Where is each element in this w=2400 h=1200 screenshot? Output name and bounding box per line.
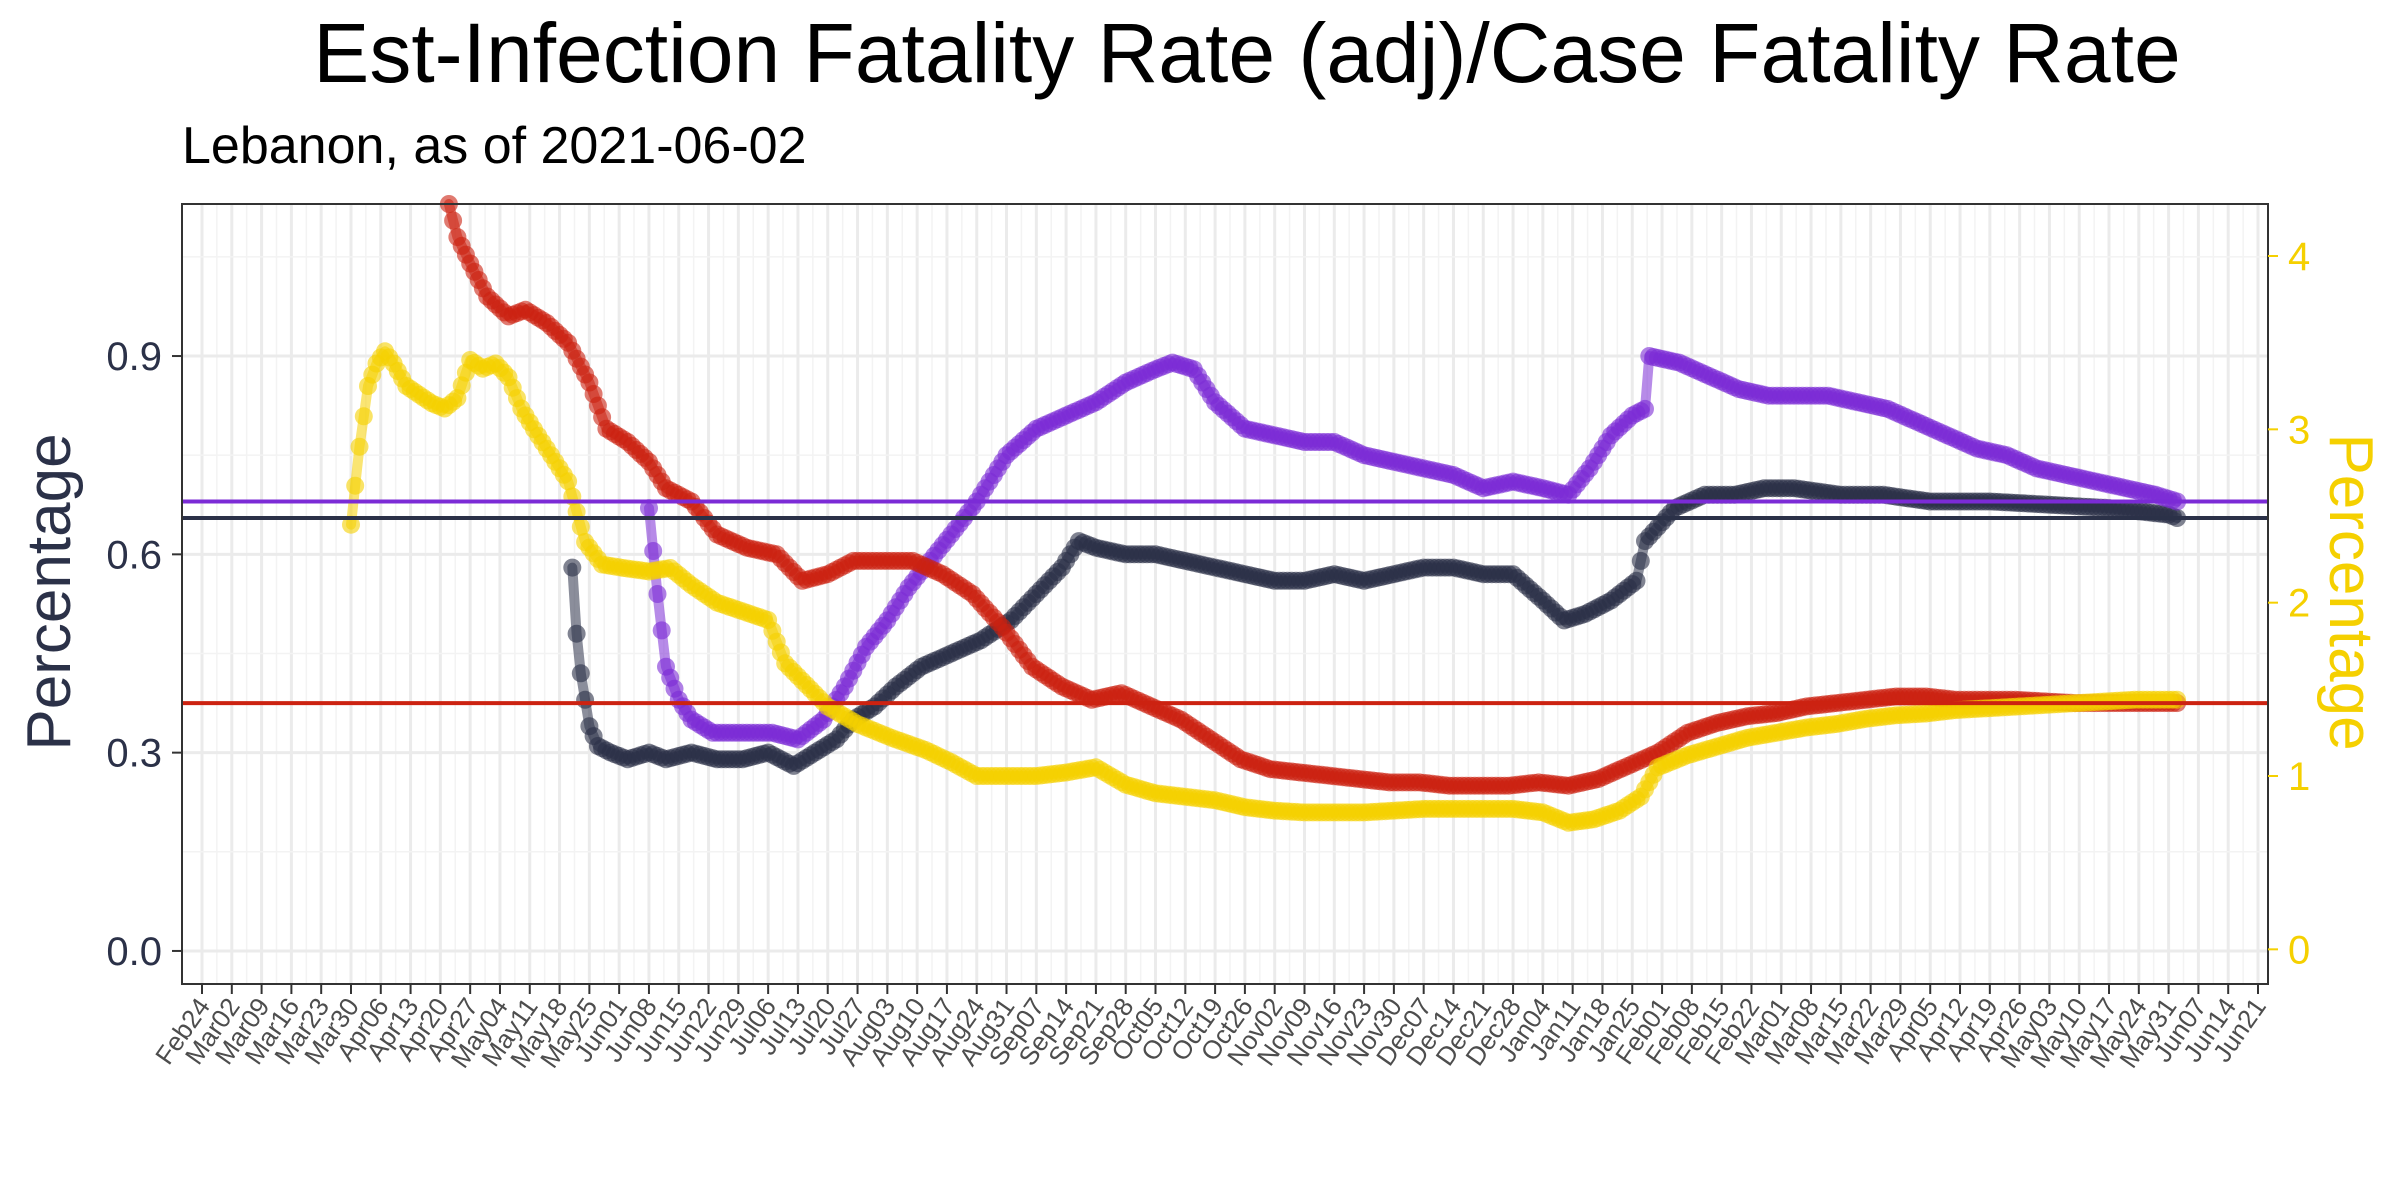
data-point bbox=[1627, 571, 1646, 590]
data-point bbox=[648, 585, 667, 603]
reference-lines bbox=[182, 499, 2268, 706]
y-axis-label-right: Percentage bbox=[2316, 433, 2385, 750]
series-0 bbox=[563, 479, 2187, 775]
y-right-tick-label: 0 bbox=[2288, 928, 2310, 972]
data-point bbox=[559, 472, 578, 491]
grid-lines bbox=[182, 204, 2268, 984]
data-point bbox=[571, 664, 590, 683]
data-point bbox=[350, 437, 369, 456]
y-tick-label: 0.6 bbox=[106, 533, 162, 577]
y-axis-left: 0.0 0.3 0.6 0.9 bbox=[106, 335, 182, 974]
data-point bbox=[346, 476, 365, 495]
y-tick-label: 0.0 bbox=[106, 930, 162, 974]
data-point bbox=[567, 624, 586, 643]
data-point bbox=[1631, 551, 1650, 570]
y-right-tick-label: 3 bbox=[2288, 408, 2310, 452]
y-tick-label: 0.9 bbox=[106, 335, 162, 379]
series-1 bbox=[640, 347, 2187, 749]
series-layer bbox=[342, 195, 2187, 832]
data-point bbox=[640, 499, 658, 518]
y-right-tick-label: 1 bbox=[2288, 755, 2310, 799]
chart-subtitle: Lebanon, as of 2021-06-02 bbox=[182, 117, 807, 175]
data-point bbox=[644, 542, 663, 560]
data-point bbox=[571, 517, 590, 536]
plot-background bbox=[182, 204, 2268, 984]
y-axis-label-left: Percentage bbox=[15, 433, 84, 750]
data-point bbox=[652, 621, 671, 640]
y-axis-right: 0 1 2 3 4 bbox=[2268, 235, 2310, 972]
data-point bbox=[576, 690, 595, 709]
plot-area bbox=[182, 204, 2268, 984]
data-point bbox=[342, 515, 360, 534]
x-axis: Feb24Mar02Mar09Mar16Mar23Mar30Apr06Apr13… bbox=[149, 984, 2272, 1073]
series-2 bbox=[439, 195, 2187, 795]
chart-title: Est-Infection Fatality Rate (adj)/Case F… bbox=[313, 6, 2180, 100]
data-point bbox=[444, 211, 463, 230]
data-point bbox=[354, 407, 373, 426]
data-point bbox=[2168, 690, 2187, 709]
y-right-tick-label: 4 bbox=[2288, 235, 2310, 279]
plot-border bbox=[181, 203, 2269, 985]
data-point bbox=[563, 558, 582, 577]
series-3 bbox=[342, 342, 2187, 832]
data-point bbox=[1636, 399, 1654, 418]
y-right-tick-label: 2 bbox=[2288, 582, 2310, 626]
y-tick-label: 0.3 bbox=[106, 732, 162, 776]
